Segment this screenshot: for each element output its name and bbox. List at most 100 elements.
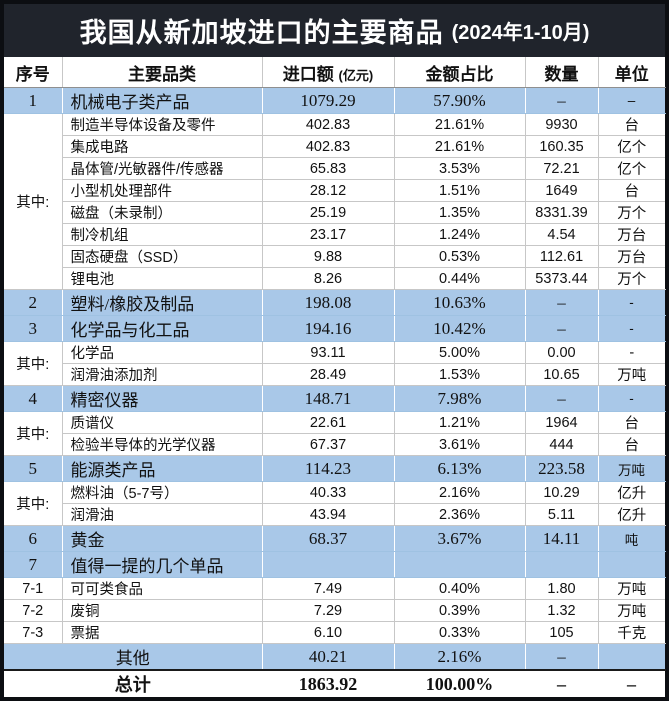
cell-share: 1.21% bbox=[394, 411, 526, 434]
table-row: 检验半导体的光学仪器 67.37 3.61% 444 台 bbox=[4, 433, 665, 456]
cell-category: 锂电池 bbox=[62, 267, 263, 290]
cell-qty: 9930 bbox=[525, 113, 599, 136]
table-row: 小型机处理部件 28.12 1.51% 1649 台 bbox=[4, 179, 665, 202]
cell-no: 3 bbox=[4, 315, 62, 342]
cell-share: 1.24% bbox=[394, 223, 526, 246]
cell-unit bbox=[598, 551, 665, 578]
cell-share: 1.53% bbox=[394, 363, 526, 386]
table-row: 7-1 可可类食品 7.49 0.40% 1.80 万吨 bbox=[4, 577, 665, 600]
table-row: 制冷机组 23.17 1.24% 4.54 万台 bbox=[4, 223, 665, 246]
cell-unit: 台 bbox=[598, 113, 665, 136]
col-header-amount: 进口额 (亿元) bbox=[262, 57, 395, 88]
cell-category: 润滑油添加剂 bbox=[62, 363, 263, 386]
cell-category: 集成电路 bbox=[62, 135, 263, 158]
cell-category: 小型机处理部件 bbox=[62, 179, 263, 202]
cell-amount: 8.26 bbox=[262, 267, 395, 290]
cell-no: 1 bbox=[4, 87, 62, 114]
cell-amount: 402.83 bbox=[262, 113, 395, 136]
cell-amount: 198.08 bbox=[262, 289, 394, 316]
table-row: 4 精密仪器 148.71 7.98% – - bbox=[4, 385, 665, 412]
cell-category: 总计 bbox=[4, 669, 262, 697]
table-row: 锂电池 8.26 0.44% 5373.44 万个 bbox=[4, 267, 665, 290]
table-row: 其他 40.21 2.16% – bbox=[4, 643, 665, 671]
cell-no: 7 bbox=[4, 551, 62, 578]
cell-qty: – bbox=[525, 87, 598, 114]
cell-qty: 105 bbox=[525, 621, 599, 644]
table-row: 晶体管/光敏器件/传感器 65.83 3.53% 72.21 亿个 bbox=[4, 157, 665, 180]
cell-qty: 10.29 bbox=[525, 481, 599, 504]
cell-share: 10.63% bbox=[394, 289, 525, 316]
cell-amount: 7.29 bbox=[262, 599, 395, 622]
cell-category: 精密仪器 bbox=[62, 385, 262, 412]
cell-share: 2.16% bbox=[394, 481, 526, 504]
table-row: 5 能源类产品 114.23 6.13% 223.58 万吨 bbox=[4, 455, 665, 482]
col-header-no: 序号 bbox=[4, 57, 63, 88]
cell-qty: 1.32 bbox=[525, 599, 599, 622]
cell-category: 化学品 bbox=[62, 341, 263, 364]
table-row: 7 值得一提的几个单品 bbox=[4, 551, 665, 578]
cell-amount: 114.23 bbox=[262, 455, 394, 482]
cell-category: 塑料/橡胶及制品 bbox=[62, 289, 262, 316]
cell-qty bbox=[525, 551, 598, 578]
cell-category: 燃料油（5-7号） bbox=[62, 481, 263, 504]
cell-category: 化学品与化工品 bbox=[62, 315, 262, 342]
cell-category: 其他 bbox=[4, 643, 262, 671]
cell-share: 0.39% bbox=[394, 599, 526, 622]
col-header-amount-unit: (亿元) bbox=[338, 67, 374, 83]
cell-share: 6.13% bbox=[394, 455, 525, 482]
cell-unit: 万吨 bbox=[598, 599, 665, 622]
cell-share: 1.35% bbox=[394, 201, 526, 224]
cell-qty: – bbox=[525, 643, 598, 671]
cell-unit: 万台 bbox=[598, 245, 665, 268]
cell-amount: 9.88 bbox=[262, 245, 395, 268]
table-row: 总计 1863.92 100.00% – – bbox=[4, 669, 665, 697]
cell-share: 10.42% bbox=[394, 315, 525, 342]
cell-share: 100.00% bbox=[394, 669, 525, 697]
cell-amount bbox=[262, 551, 394, 578]
title-period: (2024年1-10月) bbox=[451, 22, 590, 44]
col-header-qty: 数量 bbox=[525, 57, 599, 88]
cell-share: 2.36% bbox=[394, 503, 526, 526]
cell-unit: - bbox=[598, 341, 665, 364]
table-row: 3 化学品与化工品 194.16 10.42% – - bbox=[4, 315, 665, 342]
cell-qty: 112.61 bbox=[525, 245, 599, 268]
table-row: 固态硬盘（SSD） 9.88 0.53% 112.61 万台 bbox=[4, 245, 665, 268]
cell-amount: 40.33 bbox=[262, 481, 395, 504]
cell-qty: – bbox=[525, 289, 598, 316]
cell-category: 固态硬盘（SSD） bbox=[62, 245, 263, 268]
cell-unit: - bbox=[598, 385, 665, 412]
cell-amount: 40.21 bbox=[262, 643, 394, 671]
table-row: 7-2 废铜 7.29 0.39% 1.32 万吨 bbox=[4, 599, 665, 622]
cell-share: 5.00% bbox=[394, 341, 526, 364]
cell-qty: 72.21 bbox=[525, 157, 599, 180]
cell-share: 21.61% bbox=[394, 113, 526, 136]
cell-qty: – bbox=[525, 315, 598, 342]
cell-unit: – bbox=[598, 87, 665, 114]
cell-share bbox=[394, 551, 525, 578]
cell-qty: 4.54 bbox=[525, 223, 599, 246]
cell-amount: 7.49 bbox=[262, 577, 395, 600]
cell-unit: 台 bbox=[598, 179, 665, 202]
cell-qty: – bbox=[525, 385, 598, 412]
cell-amount: 402.83 bbox=[262, 135, 395, 158]
table-row: 其中: 化学品 93.11 5.00% 0.00- bbox=[4, 341, 665, 386]
cell-unit: 万个 bbox=[598, 201, 665, 224]
cell-unit: 亿升 bbox=[598, 503, 665, 526]
table-row: 其中: 质谱仪 22.61 1.21% 1964 台 bbox=[4, 411, 665, 456]
cell-share: 57.90% bbox=[394, 87, 525, 114]
cell-category: 质谱仪 bbox=[62, 411, 263, 434]
cell-qty: 5.11 bbox=[525, 503, 599, 526]
cell-amount: 68.37 bbox=[262, 525, 394, 552]
cell-qty: 223.58 bbox=[525, 455, 598, 482]
cell-category: 废铜 bbox=[62, 599, 263, 622]
cell-qty: 8331.39 bbox=[525, 201, 599, 224]
cell-category: 检验半导体的光学仪器 bbox=[62, 433, 263, 456]
cell-amount: 67.37 bbox=[262, 433, 395, 456]
cell-qty: 10.65 bbox=[525, 363, 599, 386]
cell-no: 7-2 bbox=[4, 599, 63, 622]
cell-unit: 万吨 bbox=[598, 363, 665, 386]
cell-amount: 1079.29 bbox=[262, 87, 394, 114]
cell-category: 润滑油 bbox=[62, 503, 263, 526]
cell-unit: 亿个 bbox=[598, 135, 665, 158]
